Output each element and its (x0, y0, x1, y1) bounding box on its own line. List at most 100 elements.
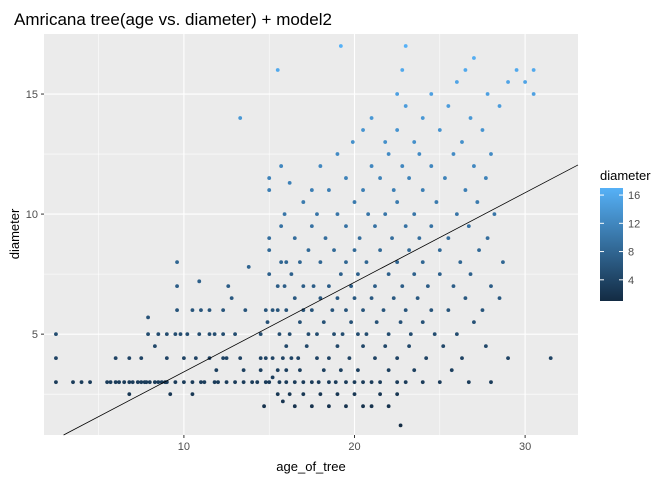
data-point (221, 308, 226, 313)
data-point (412, 272, 417, 277)
legend-tick-label: 12 (628, 218, 640, 230)
data-point (178, 332, 183, 337)
data-point (417, 236, 422, 241)
data-point (429, 92, 434, 96)
data-point (437, 248, 442, 253)
data-point (139, 356, 144, 361)
data-point (279, 224, 284, 229)
data-point (454, 80, 459, 84)
data-point (366, 212, 371, 216)
x-tick-label: 20 (348, 441, 360, 453)
data-point (466, 380, 471, 385)
data-point (395, 92, 400, 96)
data-point (400, 284, 405, 289)
data-point (356, 332, 360, 337)
data-point (146, 315, 150, 320)
data-point (335, 344, 340, 349)
data-point (338, 44, 343, 48)
data-point (330, 308, 335, 313)
data-point (267, 188, 272, 192)
data-point (173, 380, 178, 385)
data-point (292, 296, 297, 301)
data-point (265, 320, 270, 325)
data-point (238, 356, 243, 361)
data-point (468, 272, 473, 277)
data-point (335, 296, 340, 301)
data-point (226, 284, 231, 289)
data-point (340, 332, 345, 337)
data-point (344, 308, 348, 313)
data-point (321, 320, 326, 325)
data-point (398, 320, 403, 325)
data-point (458, 260, 463, 265)
data-point (395, 380, 400, 385)
data-point (301, 308, 306, 313)
data-point (514, 68, 519, 72)
data-point (344, 176, 348, 180)
legend-title: diameter (600, 168, 651, 183)
data-point (361, 188, 365, 192)
data-point (301, 284, 306, 289)
data-point (263, 308, 268, 313)
data-point (202, 380, 207, 385)
data-point (472, 56, 476, 60)
data-point (212, 332, 217, 337)
data-point (199, 380, 203, 385)
data-point (506, 80, 510, 84)
data-point (323, 236, 328, 241)
data-point (284, 260, 289, 265)
data-point (88, 380, 92, 385)
y-tick-label: 15 (26, 89, 38, 101)
data-point (327, 284, 331, 289)
data-point (415, 296, 420, 301)
data-point (333, 380, 338, 385)
data-point (485, 92, 490, 96)
data-point (309, 224, 314, 229)
data-point (54, 356, 58, 361)
legend-ticks: 4 8 12 16 (600, 190, 640, 287)
data-point (338, 368, 343, 373)
data-point (378, 176, 382, 180)
data-point (378, 380, 382, 385)
data-point (446, 104, 451, 108)
data-point (275, 284, 280, 289)
data-point (309, 308, 314, 313)
data-point (395, 200, 400, 204)
data-point (270, 308, 275, 313)
data-point (238, 116, 243, 120)
data-point (318, 392, 323, 397)
data-point (407, 176, 411, 180)
data-point (483, 176, 488, 180)
data-point (309, 380, 314, 385)
data-point (298, 260, 302, 265)
data-point (395, 128, 400, 132)
data-point (296, 356, 301, 361)
data-point (282, 212, 287, 216)
data-point (386, 272, 391, 277)
data-point (127, 392, 132, 397)
data-point (258, 368, 263, 373)
data-point (523, 80, 528, 84)
data-point (391, 188, 396, 192)
data-point (292, 404, 297, 409)
data-point (383, 140, 388, 144)
data-point (190, 308, 195, 313)
data-point (287, 392, 292, 397)
data-point (289, 356, 294, 361)
data-point (420, 380, 425, 385)
data-point (282, 284, 287, 289)
data-point (173, 332, 178, 337)
data-point (224, 356, 229, 361)
data-point (361, 308, 365, 313)
data-point (463, 188, 468, 192)
data-point (420, 188, 425, 192)
data-point (318, 164, 323, 168)
data-point (381, 308, 386, 313)
data-points (54, 44, 553, 428)
data-point (190, 392, 195, 397)
data-point (318, 296, 323, 301)
data-point (315, 356, 319, 361)
data-point (352, 200, 357, 204)
data-point (113, 380, 118, 385)
data-point (156, 332, 161, 337)
